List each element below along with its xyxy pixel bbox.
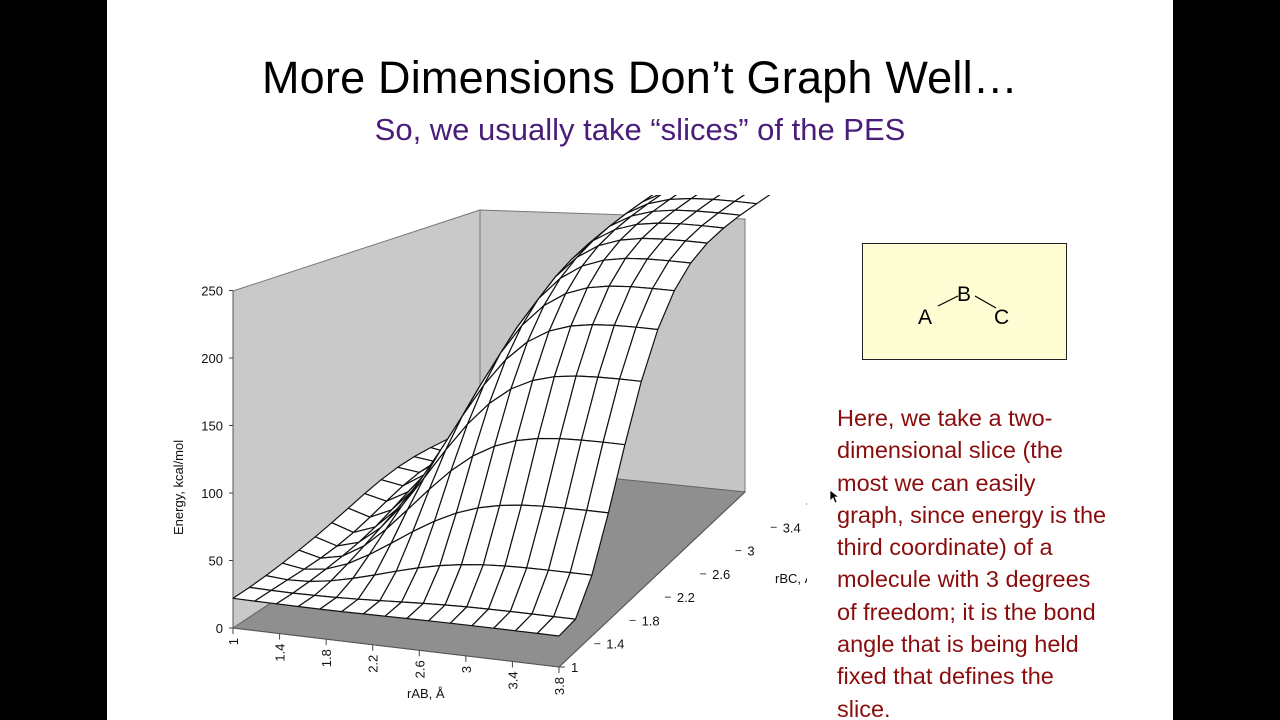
molecule-diagram: A B C	[862, 243, 1067, 360]
y-tick-label: 1.8	[642, 613, 660, 628]
y-tick-label: 2.6	[712, 567, 730, 582]
slide-subtitle: So, we usually take “slices” of the PES	[374, 112, 906, 147]
description-line: Here, we take a two-	[837, 405, 1053, 431]
x-tick-label: 3.4	[505, 671, 520, 689]
y-tick-label: 3	[747, 544, 754, 559]
x-tick-label: 1	[226, 638, 241, 645]
x-axis-ticks: 1 1.4 1.8 2.2 2.6 3 3.4 3.8	[226, 628, 567, 695]
description-line: most we can easily	[837, 469, 1036, 496]
y-axis-label: rBC, Å	[775, 571, 807, 586]
slide-title: More Dimensions Don’t Graph Well…	[261, 52, 1019, 103]
atom-c: C	[994, 306, 1009, 329]
atom-b: B	[957, 283, 971, 306]
description-line: of freedom; it is the bond	[837, 598, 1096, 625]
x-tick-label: 3	[459, 666, 474, 673]
z-tick-label: 0	[216, 621, 223, 636]
chart-x-axis	[232, 627, 560, 668]
x-tick-label: 1.8	[319, 649, 334, 667]
bond-a-b	[937, 295, 959, 307]
description-line: third coordinate) of a	[837, 534, 1053, 561]
description-line: fixed that defines the	[837, 663, 1054, 690]
description-line: slice.	[837, 695, 891, 720]
x-tick-label: 2.2	[366, 655, 381, 673]
x-tick-label: 2.6	[412, 660, 427, 678]
y-axis-ticks: 11.41.82.22.633.43.8	[559, 503, 807, 675]
z-tick-label: 100	[201, 486, 223, 501]
surface-mesh	[232, 195, 771, 637]
z-tick-label: 250	[201, 284, 223, 299]
x-axis-label: rAB, Å	[407, 686, 445, 701]
z-tick-label: 200	[201, 351, 223, 366]
y-tick-label: 1.4	[606, 637, 624, 652]
x-tick-label: 3.8	[552, 677, 567, 695]
atom-a: A	[918, 306, 932, 329]
description-line: molecule with 3 degrees	[837, 566, 1091, 593]
y-tick-label: 1	[571, 660, 578, 675]
chart-y-axis	[558, 491, 746, 668]
z-axis-label: Energy, kcal/mol	[171, 440, 186, 535]
description-line: dimensional slice (the	[837, 437, 1063, 464]
z-axis-ticks: 0 50 100 150 200 250	[201, 284, 233, 636]
bond-b-c	[974, 295, 997, 309]
x-tick-label: 1.4	[273, 644, 288, 662]
y-tick-label: 3.4	[783, 520, 801, 535]
slice-description: Here, we take a two- dimensional slice (…	[837, 402, 1157, 720]
surface-mesh-cell	[536, 616, 577, 637]
description-line: angle that is being held	[837, 631, 1079, 658]
z-tick-label: 50	[209, 554, 223, 569]
y-tick-label: 2.2	[677, 590, 695, 605]
slide: More Dimensions Don’t Graph Well… So, we…	[107, 0, 1173, 720]
mouse-pointer-icon	[829, 489, 841, 504]
description-line: graph, since energy is the	[837, 501, 1107, 528]
z-tick-label: 150	[201, 419, 223, 434]
pes-surface-chart: 0 50 100 150 200 250 1 1.4 1.8 2.2 2.6 3 3.4 3.8 1 1.…	[171, 195, 807, 701]
